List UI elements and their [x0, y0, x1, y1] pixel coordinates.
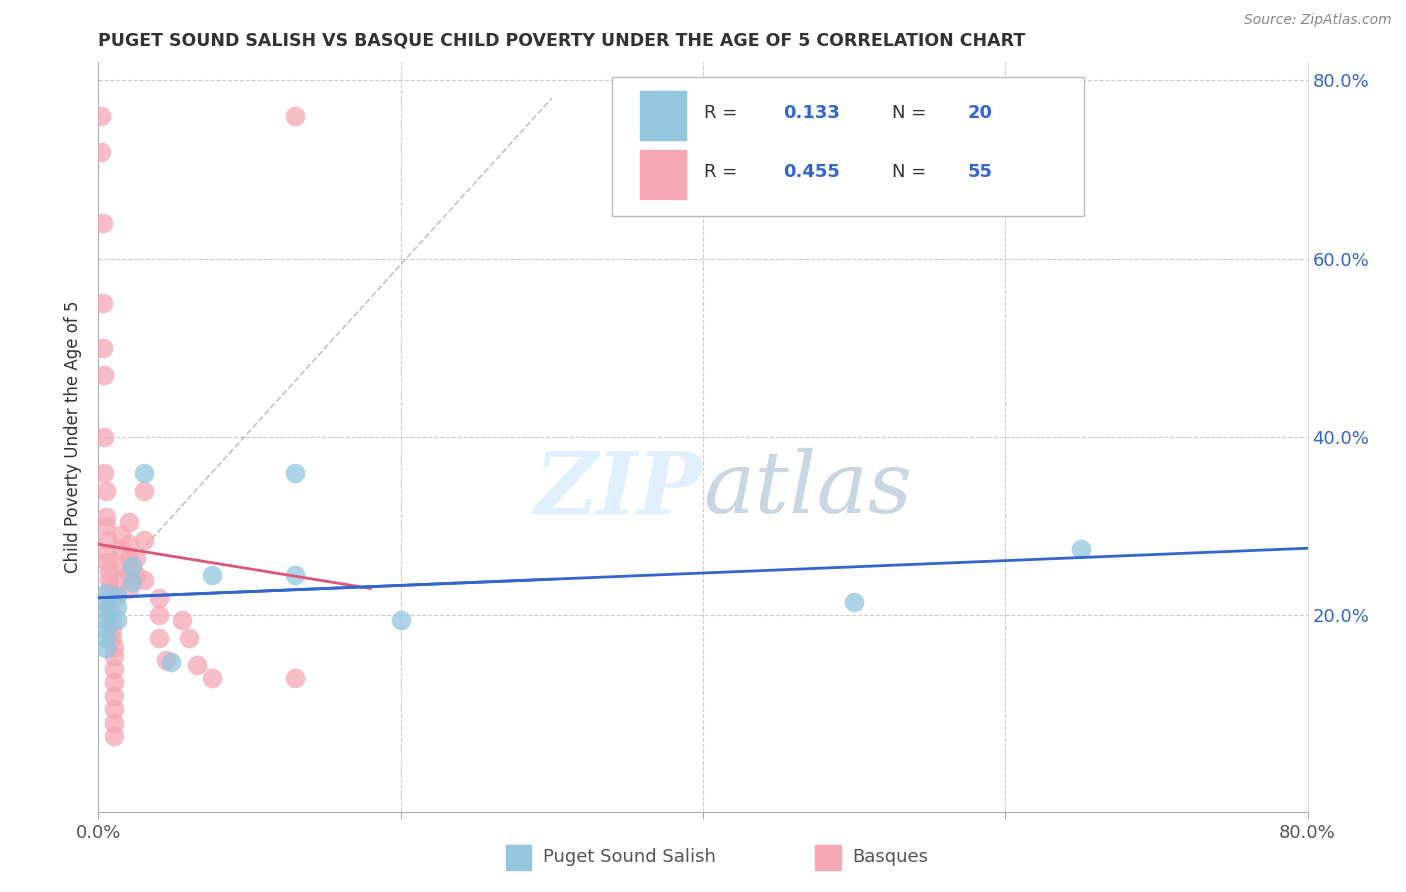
Point	[105, 613, 128, 627]
Point	[90, 145, 112, 159]
Point	[98, 582, 121, 596]
Point	[100, 604, 122, 618]
Text: 20: 20	[967, 103, 993, 121]
Point	[118, 550, 141, 565]
Point	[98, 573, 121, 587]
Point	[100, 586, 122, 600]
Point	[132, 533, 155, 547]
Point	[105, 589, 128, 603]
Text: R =: R =	[704, 103, 744, 121]
Point	[844, 595, 866, 609]
Point	[110, 573, 132, 587]
Point	[94, 613, 117, 627]
Point	[110, 559, 132, 574]
Point	[284, 466, 307, 480]
Point	[186, 657, 208, 672]
Text: Puget Sound Salish: Puget Sound Salish	[543, 848, 716, 866]
Point	[91, 216, 114, 230]
Point	[110, 528, 132, 542]
Point	[98, 564, 121, 578]
Point	[118, 515, 141, 529]
Point	[179, 631, 201, 645]
Text: N =: N =	[891, 103, 932, 121]
Point	[94, 604, 117, 618]
Point	[100, 595, 122, 609]
Point	[103, 689, 125, 703]
Point	[103, 702, 125, 716]
Point	[132, 466, 155, 480]
Point	[284, 109, 307, 123]
Point	[201, 671, 224, 685]
Text: N =: N =	[891, 162, 932, 180]
Point	[132, 573, 155, 587]
Point	[132, 483, 155, 498]
Point	[94, 595, 117, 609]
Point	[389, 613, 412, 627]
Point	[121, 574, 143, 589]
Point	[125, 568, 148, 582]
Point	[90, 109, 112, 123]
Point	[93, 466, 115, 480]
Point	[118, 582, 141, 596]
Point	[93, 430, 115, 444]
Text: PUGET SOUND SALISH VS BASQUE CHILD POVERTY UNDER THE AGE OF 5 CORRELATION CHART: PUGET SOUND SALISH VS BASQUE CHILD POVER…	[98, 32, 1025, 50]
Text: ZIP: ZIP	[536, 448, 703, 532]
Text: Basques: Basques	[852, 848, 928, 866]
Text: atlas: atlas	[703, 448, 912, 531]
Point	[121, 558, 143, 573]
Point	[118, 537, 141, 551]
Point	[96, 533, 118, 547]
Bar	[640, 92, 686, 140]
Point	[91, 296, 114, 310]
Y-axis label: Child Poverty Under the Age of 5: Child Poverty Under the Age of 5	[65, 301, 83, 574]
Point	[103, 648, 125, 663]
Point	[101, 631, 124, 645]
Point	[94, 631, 117, 645]
Text: R =: R =	[704, 162, 744, 180]
Text: 0.133: 0.133	[783, 103, 839, 121]
Point	[101, 613, 124, 627]
Point	[103, 640, 125, 654]
Text: 55: 55	[967, 162, 993, 180]
Point	[118, 566, 141, 580]
Point	[94, 510, 117, 524]
Point	[94, 641, 117, 656]
Point	[96, 546, 118, 560]
Bar	[640, 151, 686, 199]
Point	[148, 591, 170, 605]
Point	[103, 715, 125, 730]
FancyBboxPatch shape	[613, 78, 1084, 216]
Point	[155, 653, 177, 667]
Point	[160, 655, 183, 669]
Point	[105, 599, 128, 614]
Point	[103, 729, 125, 743]
Point	[125, 550, 148, 565]
Point	[94, 622, 117, 636]
Text: Source: ZipAtlas.com: Source: ZipAtlas.com	[1244, 13, 1392, 28]
Point	[103, 662, 125, 676]
Point	[96, 555, 118, 569]
Point	[110, 541, 132, 556]
Point	[284, 671, 307, 685]
Text: 0.455: 0.455	[783, 162, 839, 180]
Point	[201, 568, 224, 582]
Point	[170, 613, 193, 627]
Point	[284, 568, 307, 582]
Point	[148, 608, 170, 623]
Point	[101, 622, 124, 636]
Point	[103, 675, 125, 690]
Point	[94, 519, 117, 533]
Point	[94, 586, 117, 600]
Point	[1070, 541, 1092, 556]
Point	[94, 483, 117, 498]
Point	[93, 368, 115, 382]
Point	[91, 341, 114, 355]
Point	[148, 631, 170, 645]
